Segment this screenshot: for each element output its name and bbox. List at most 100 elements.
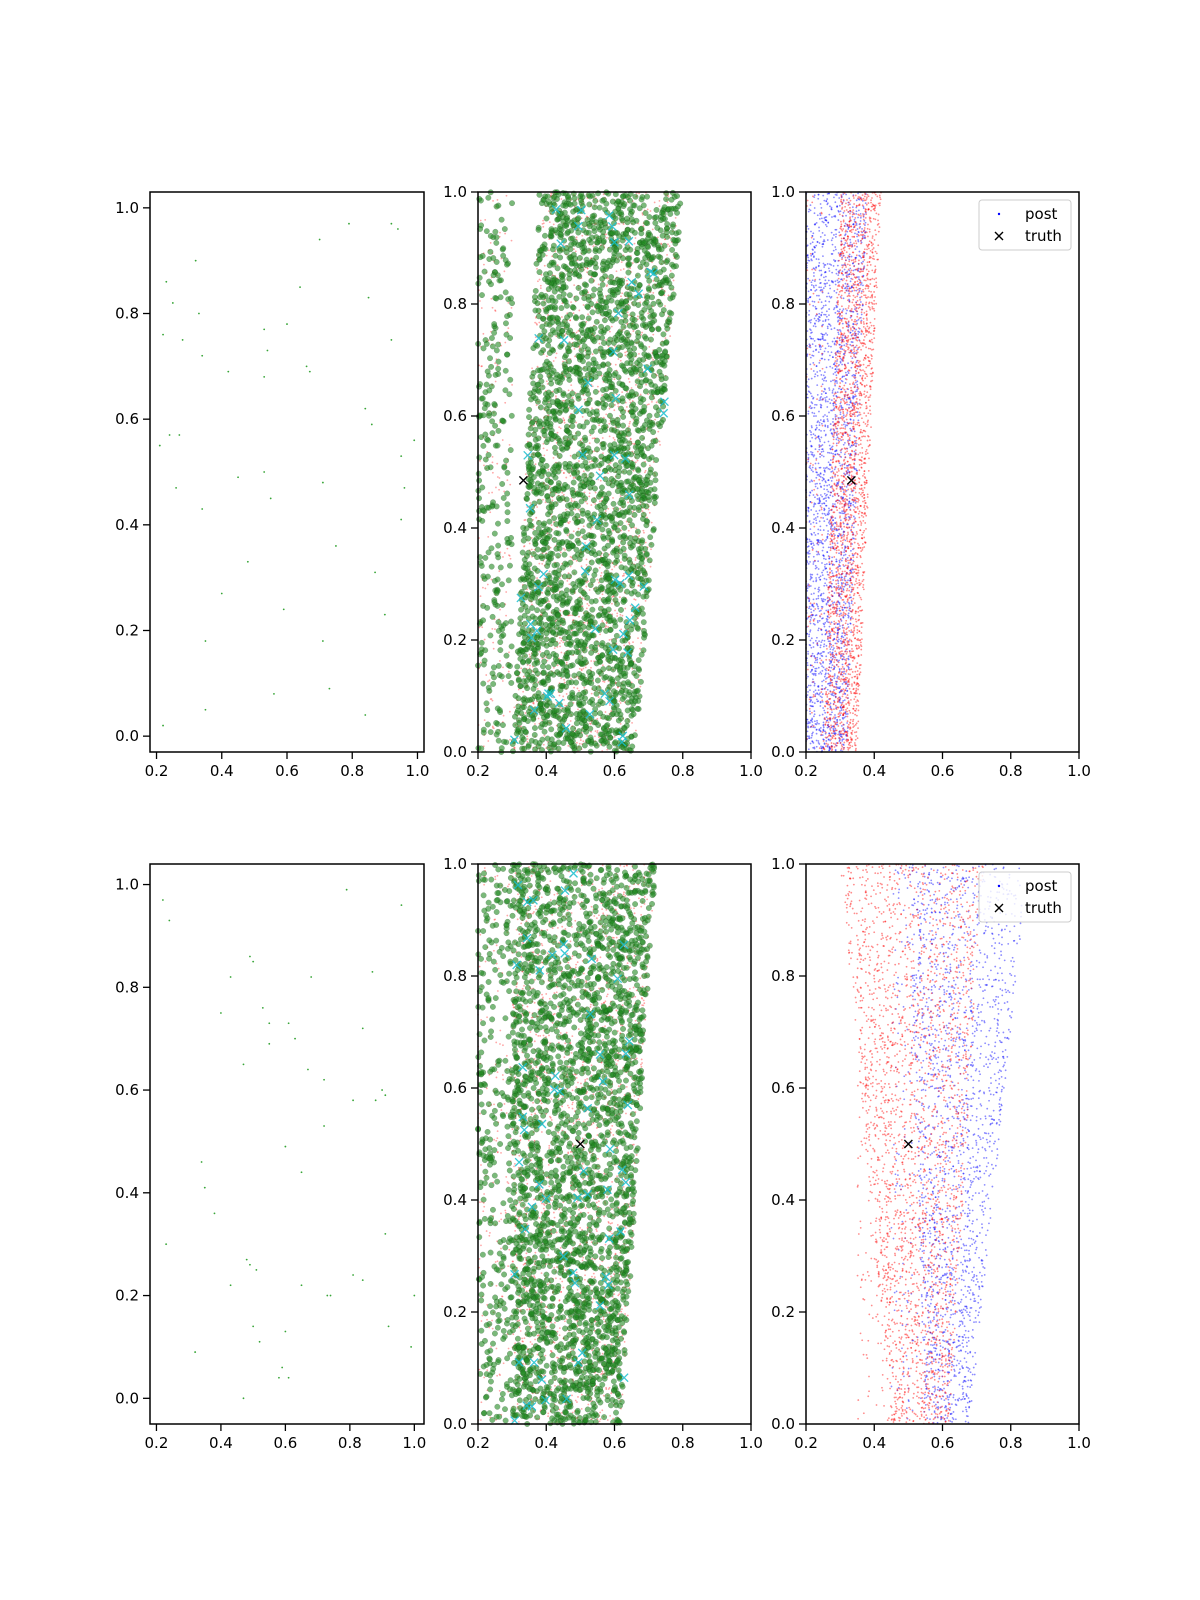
data-point xyxy=(589,614,595,621)
data-point xyxy=(273,692,275,695)
x-tick-label: 0.8 xyxy=(340,762,364,780)
data-point xyxy=(626,352,633,359)
data-point xyxy=(551,413,558,420)
data-point xyxy=(636,205,643,212)
data-point xyxy=(652,333,655,336)
data-point xyxy=(520,667,523,670)
data-point xyxy=(504,232,507,235)
data-point xyxy=(580,668,583,671)
data-point xyxy=(667,295,674,302)
data-point xyxy=(558,271,565,278)
data-point xyxy=(484,604,491,611)
data-point xyxy=(566,595,573,602)
data-point xyxy=(496,707,503,714)
data-point xyxy=(663,196,670,203)
data-point xyxy=(493,590,500,597)
data-point xyxy=(514,663,521,670)
data-point xyxy=(566,429,573,436)
data-point xyxy=(642,529,645,532)
data-point xyxy=(602,206,609,213)
data-point xyxy=(621,367,628,373)
data-point xyxy=(585,454,592,461)
data-point xyxy=(603,266,609,272)
data-point xyxy=(555,620,562,627)
data-point xyxy=(599,597,601,599)
data-point xyxy=(534,398,541,405)
data-point xyxy=(534,321,537,324)
data-point xyxy=(540,707,547,714)
data-point xyxy=(582,534,589,541)
data-point xyxy=(489,242,492,244)
data-point xyxy=(485,684,492,691)
data-point xyxy=(553,707,560,714)
data-point xyxy=(608,407,611,410)
data-point xyxy=(529,574,536,581)
data-point xyxy=(559,609,562,612)
data-point xyxy=(575,331,578,334)
data-point xyxy=(491,674,497,681)
data-point xyxy=(605,715,612,722)
data-point xyxy=(650,548,652,551)
data-point xyxy=(540,678,547,685)
data-point xyxy=(653,404,659,411)
data-point xyxy=(658,205,661,208)
data-point xyxy=(558,305,565,312)
data-point xyxy=(529,466,536,473)
data-point xyxy=(194,259,197,262)
data-point xyxy=(565,439,572,446)
data-point xyxy=(634,256,641,263)
data-point xyxy=(536,269,543,276)
data-point xyxy=(567,201,574,208)
data-point xyxy=(629,604,632,607)
data-point xyxy=(574,508,577,511)
data-point xyxy=(538,321,541,324)
data-point xyxy=(624,276,627,279)
data-point xyxy=(624,255,631,262)
data-point xyxy=(647,469,654,476)
data-point xyxy=(502,320,509,327)
data-point xyxy=(565,476,568,479)
data-point xyxy=(625,430,632,437)
data-point xyxy=(539,652,546,658)
data-point xyxy=(503,270,506,273)
data-point xyxy=(586,201,593,208)
data-point xyxy=(571,569,578,576)
data-point xyxy=(588,492,591,495)
data-point xyxy=(581,234,584,237)
data-point xyxy=(540,300,547,307)
data-point xyxy=(483,638,486,641)
data-point xyxy=(584,353,591,360)
data-point xyxy=(555,612,562,619)
data-point xyxy=(505,662,512,668)
data-point xyxy=(494,628,496,631)
data-point xyxy=(634,272,641,279)
data-point xyxy=(400,518,403,521)
data-point xyxy=(485,674,488,676)
data-point xyxy=(647,312,650,315)
data-point xyxy=(641,345,648,352)
data-point xyxy=(498,216,505,223)
data-point xyxy=(624,664,631,671)
data-point xyxy=(570,500,573,502)
data-point xyxy=(544,713,551,720)
data-point xyxy=(649,210,652,212)
data-point xyxy=(619,359,622,362)
data-point xyxy=(535,307,542,314)
data-point xyxy=(630,401,637,408)
data-point xyxy=(503,490,506,493)
data-point xyxy=(639,685,642,688)
data-point xyxy=(531,725,538,731)
data-point xyxy=(591,407,593,410)
data-point xyxy=(539,650,541,653)
data-point xyxy=(592,567,599,574)
data-point xyxy=(548,570,551,573)
data-point xyxy=(501,680,504,682)
data-point xyxy=(578,667,581,670)
data-point xyxy=(645,383,648,386)
data-point xyxy=(590,666,592,669)
data-point xyxy=(634,624,641,631)
data-point xyxy=(614,257,620,264)
data-point xyxy=(601,317,608,324)
data-point xyxy=(588,461,591,463)
data-point xyxy=(507,376,514,383)
